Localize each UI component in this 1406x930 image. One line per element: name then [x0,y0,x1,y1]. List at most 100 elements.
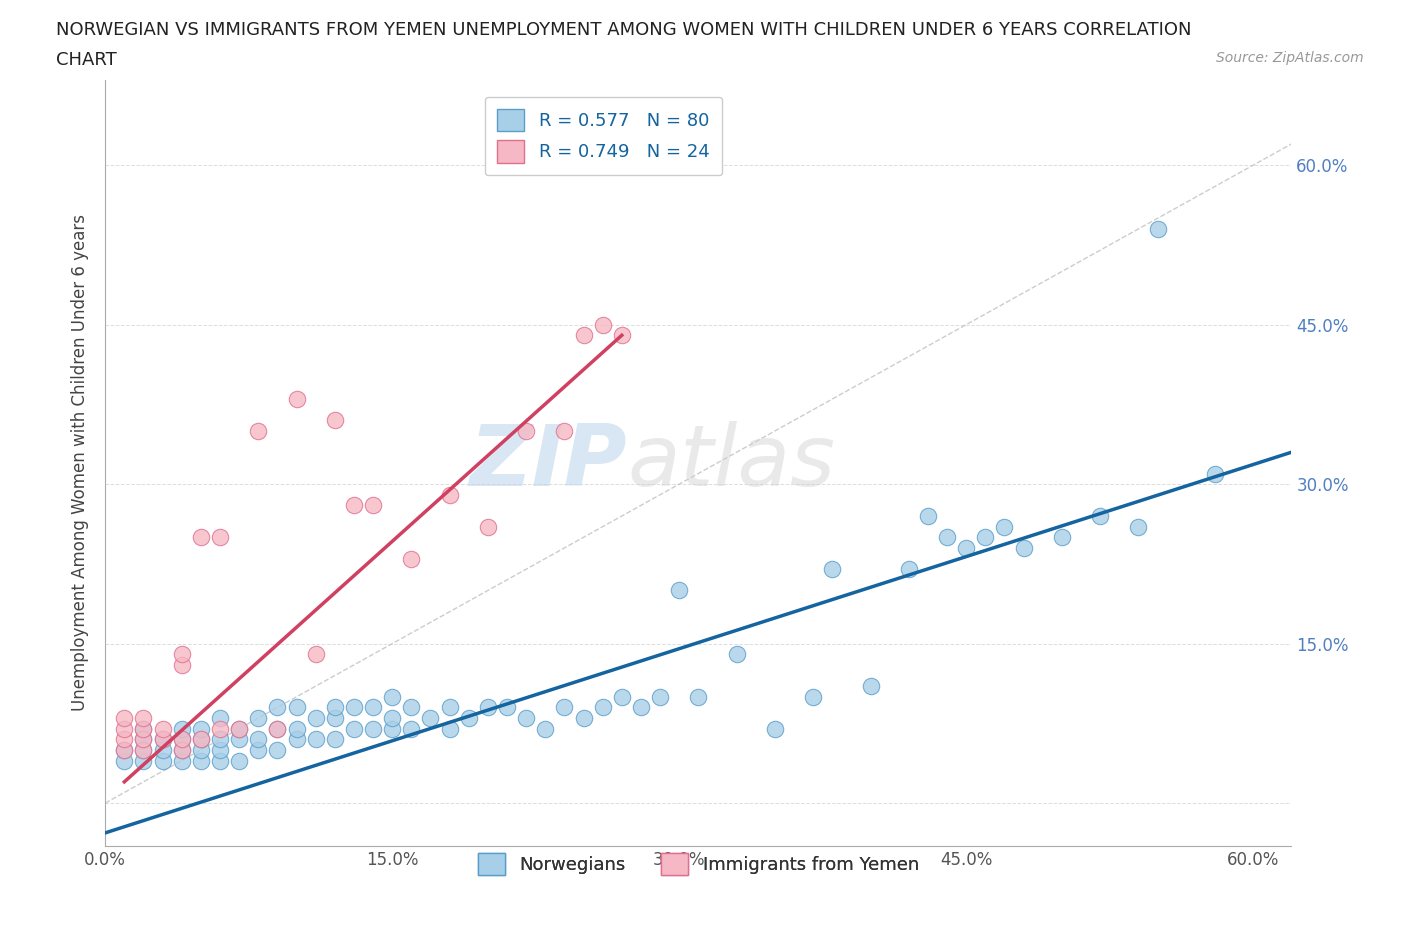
Point [343,722,366,737]
Point [572,328,595,343]
Text: CHART: CHART [56,51,117,69]
Point [917,509,939,524]
Point [439,700,461,715]
Point [152,732,174,747]
Point [553,423,575,438]
Point [170,732,193,747]
Point [323,732,346,747]
Point [955,540,977,555]
Point [190,732,212,747]
Point [112,732,135,747]
Point [152,742,174,757]
Point [305,711,328,725]
Point [285,732,308,747]
Point [572,711,595,725]
Point [228,722,250,737]
Point [821,562,844,577]
Point [132,732,155,747]
Point [305,646,328,661]
Point [152,722,174,737]
Point [170,742,193,757]
Point [208,732,231,747]
Text: Source: ZipAtlas.com: Source: ZipAtlas.com [1216,51,1364,65]
Point [381,722,404,737]
Point [515,423,537,438]
Point [228,753,250,768]
Point [688,689,710,704]
Point [152,732,174,747]
Point [132,742,155,757]
Point [266,722,288,737]
Point [266,742,288,757]
Point [1088,509,1111,524]
Point [457,711,479,725]
Point [610,328,633,343]
Point [170,732,193,747]
Point [630,700,652,715]
Point [132,722,155,737]
Point [132,753,155,768]
Point [285,700,308,715]
Point [112,753,135,768]
Point [170,722,193,737]
Point [208,711,231,725]
Point [592,317,614,332]
Point [343,498,366,512]
Y-axis label: Unemployment Among Women with Children Under 6 years: Unemployment Among Women with Children U… [72,215,89,711]
Point [170,753,193,768]
Point [266,700,288,715]
Point [592,700,614,715]
Legend: Norwegians, Immigrants from Yemen: Norwegians, Immigrants from Yemen [470,846,927,883]
Point [208,753,231,768]
Point [190,722,212,737]
Point [190,732,212,747]
Point [343,700,366,715]
Point [208,530,231,545]
Point [170,742,193,757]
Point [419,711,441,725]
Point [515,711,537,725]
Point [936,530,959,545]
Point [610,689,633,704]
Point [859,679,882,694]
Point [361,498,384,512]
Point [247,732,270,747]
Point [228,722,250,737]
Point [170,646,193,661]
Point [897,562,920,577]
Point [439,487,461,502]
Point [1012,540,1035,555]
Point [112,722,135,737]
Point [170,658,193,672]
Point [132,722,155,737]
Point [1128,519,1150,534]
Point [323,711,346,725]
Point [496,700,519,715]
Point [401,551,423,566]
Point [285,722,308,737]
Point [132,742,155,757]
Point [974,530,997,545]
Point [112,742,135,757]
Point [763,722,786,737]
Point [190,753,212,768]
Point [993,519,1015,534]
Point [247,423,270,438]
Point [208,722,231,737]
Point [247,711,270,725]
Point [228,732,250,747]
Point [401,722,423,737]
Point [132,732,155,747]
Point [152,753,174,768]
Point [305,732,328,747]
Point [477,519,499,534]
Point [112,711,135,725]
Point [323,413,346,428]
Point [648,689,671,704]
Text: ZIP: ZIP [470,421,627,504]
Point [190,530,212,545]
Point [361,700,384,715]
Point [1204,466,1226,481]
Point [247,742,270,757]
Point [208,742,231,757]
